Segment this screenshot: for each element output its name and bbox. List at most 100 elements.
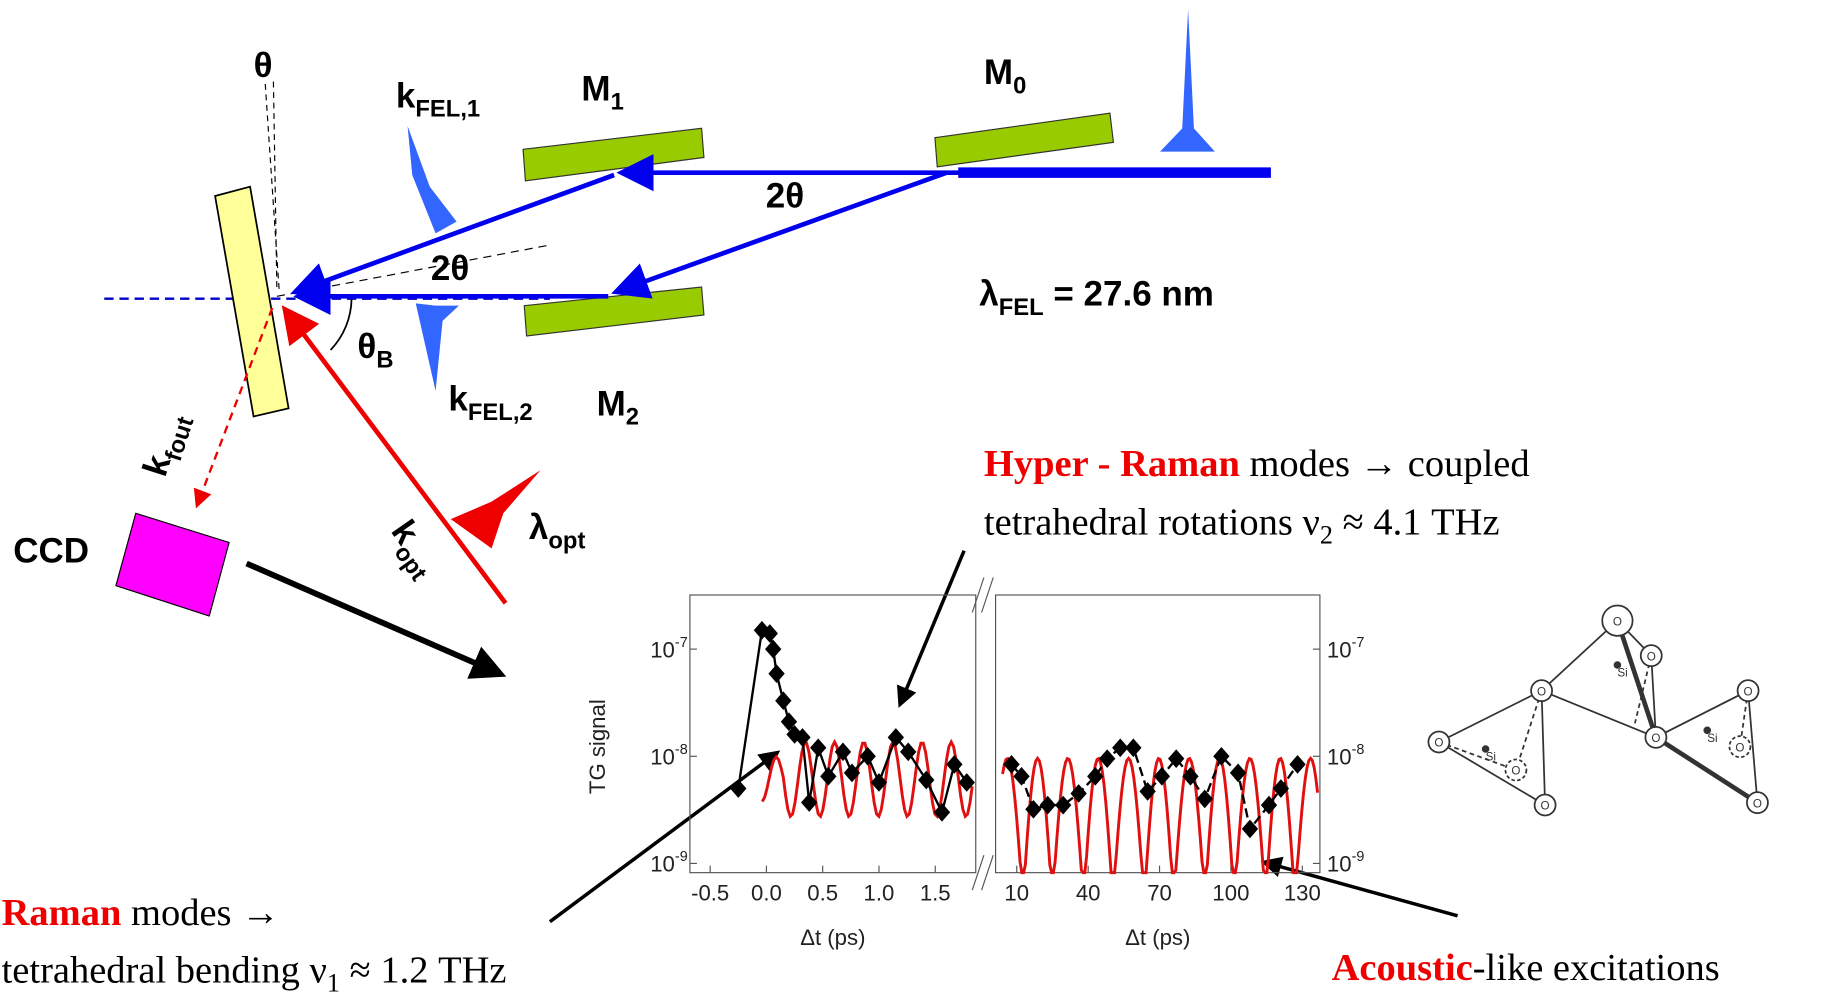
data-line [1010, 746, 1299, 832]
tick-base: 10 [1327, 852, 1352, 877]
atom [1613, 661, 1622, 669]
ccd [115, 512, 230, 617]
annotation: Acoustic-like excitations [1332, 947, 1720, 989]
bond [1438, 619, 1759, 805]
bond [1634, 655, 1653, 724]
x-tick-label: 130 [1284, 881, 1321, 906]
data-point [834, 742, 852, 762]
data-point [794, 728, 811, 747]
y-tick-label: 10-7 [650, 635, 687, 663]
atom [1601, 604, 1634, 637]
atom-label: O [1735, 741, 1744, 754]
axis-break-mark [971, 577, 994, 891]
text-part: modes → [121, 892, 279, 934]
atom-label: O [1511, 765, 1520, 778]
atom-label: O [1434, 737, 1443, 750]
annotation: Raman modes → [2, 892, 280, 934]
angle-arc [329, 298, 353, 351]
data-point [810, 738, 827, 758]
sub: 2 [1320, 521, 1333, 550]
sub: FEL,1 [415, 96, 480, 123]
y-tick-label: 10-8 [650, 742, 687, 769]
text-part: θ [254, 46, 273, 85]
y-tick-label: 10-9 [650, 849, 687, 877]
data-point [761, 624, 778, 643]
theta-label: θ [254, 46, 273, 85]
text-part: 2θ [766, 177, 804, 216]
data-point [1289, 755, 1306, 774]
data-point [1153, 766, 1171, 786]
x-tick-label: 70 [1147, 881, 1172, 906]
kopt-label: kopt [378, 513, 448, 586]
y-axis-label: TG signal [585, 699, 610, 794]
text-part: M [597, 384, 626, 423]
x-tick-label: 0.0 [751, 881, 782, 906]
fit-curve [1001, 755, 1320, 875]
atom [1644, 725, 1668, 749]
x-tick-label: 100 [1212, 881, 1249, 906]
chart: TG signal-0.5 0.0 0.5 1.0 1.5Δt (ps)10-910-8… [585, 577, 1365, 950]
beam [611, 170, 948, 299]
data-point [1025, 799, 1042, 819]
data-point [958, 773, 975, 792]
sub: 1 [611, 89, 624, 116]
data-point [933, 802, 951, 822]
pulse [407, 126, 457, 234]
text-part: M [984, 53, 1013, 92]
arrow [245, 560, 507, 679]
atom-label: Si [1617, 667, 1627, 680]
theta-b-label: θB [357, 327, 393, 373]
atom [1481, 745, 1490, 753]
tick-base: 10 [1327, 744, 1352, 769]
text-part: ≈ 4.1 THz [1333, 501, 1500, 543]
atom-label: O [1744, 685, 1753, 698]
pulse [1160, 9, 1215, 152]
angle-label: 2θ [766, 177, 804, 216]
data-point [870, 773, 888, 792]
signal-beam [193, 307, 274, 509]
tick-exponent: -9 [1352, 849, 1365, 865]
atom-label: O [1541, 800, 1550, 813]
hl: Hyper - Raman [984, 443, 1240, 485]
x-axis-label: Δt (ps) [800, 925, 865, 950]
atom [1533, 793, 1557, 817]
theta-line [272, 81, 278, 292]
x-tick-label: 0.5 [807, 881, 838, 906]
data-point [820, 766, 837, 786]
mirror [934, 112, 1115, 168]
plot-frame [995, 594, 1321, 874]
tick-base: 10 [650, 637, 675, 662]
pulse [415, 303, 459, 391]
angle-line [276, 244, 551, 297]
tick-base: 10 [650, 852, 675, 877]
y-tick-label: 10-9 [1327, 849, 1364, 877]
data-point [918, 770, 935, 790]
bond [1654, 735, 1759, 805]
data-point [1039, 795, 1056, 815]
data-point [730, 779, 747, 798]
tick-base: 10 [1327, 637, 1352, 662]
text-part: -like excitations [1473, 947, 1720, 989]
data-point [1260, 795, 1278, 815]
text-part: M [581, 69, 610, 108]
text-part: λ [529, 508, 548, 547]
annotation: tetrahedral rotations ν2 ≈ 4.1 THz [984, 501, 1500, 549]
data-point [946, 755, 963, 774]
atom [1746, 791, 1769, 815]
kfout-label: kfout [135, 407, 199, 483]
sub: 0 [1013, 72, 1026, 99]
atom-label: O [1651, 732, 1660, 745]
tick-base: 10 [650, 744, 675, 769]
tick-exponent: -7 [675, 635, 688, 651]
pulse [450, 470, 541, 549]
atom [1736, 679, 1760, 703]
tick-exponent: -7 [1352, 635, 1365, 651]
annotation: tetrahedral bending ν1 ≈ 1.2 THz [2, 949, 507, 994]
data-point [1070, 784, 1087, 803]
text-part: k [396, 76, 416, 115]
kfel1-label: kFEL,1 [396, 76, 480, 122]
sub: opt [548, 527, 585, 554]
text-part: k [448, 380, 468, 419]
atom-label: O [1753, 797, 1762, 810]
bond [1515, 690, 1543, 771]
